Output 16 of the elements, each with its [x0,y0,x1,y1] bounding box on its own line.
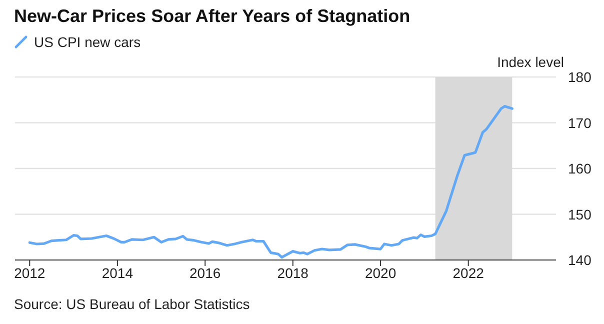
line-series [28,104,514,259]
legend-label: US CPI new cars [34,34,141,50]
y-tick-label: 140 [568,252,592,268]
chart-title: New-Car Prices Soar After Years of Stagnation [14,6,410,27]
x-tick-label: 2022 [452,264,484,281]
source-note: Source: US Bureau of Labor Statistics [14,296,250,312]
y-tick-label: 160 [568,160,592,176]
x-tick-label: 2012 [14,264,46,281]
y-tick-label: 170 [568,114,592,131]
x-tick-label: 2014 [102,264,134,281]
y-tick-label: 150 [568,206,592,222]
x-tick-label: 2020 [364,264,396,281]
y-axis-title: Index level [497,54,564,70]
x-tick-label: 2016 [190,264,221,281]
y-tick-label: 180 [568,69,592,85]
x-tick-label: 2018 [277,264,309,281]
